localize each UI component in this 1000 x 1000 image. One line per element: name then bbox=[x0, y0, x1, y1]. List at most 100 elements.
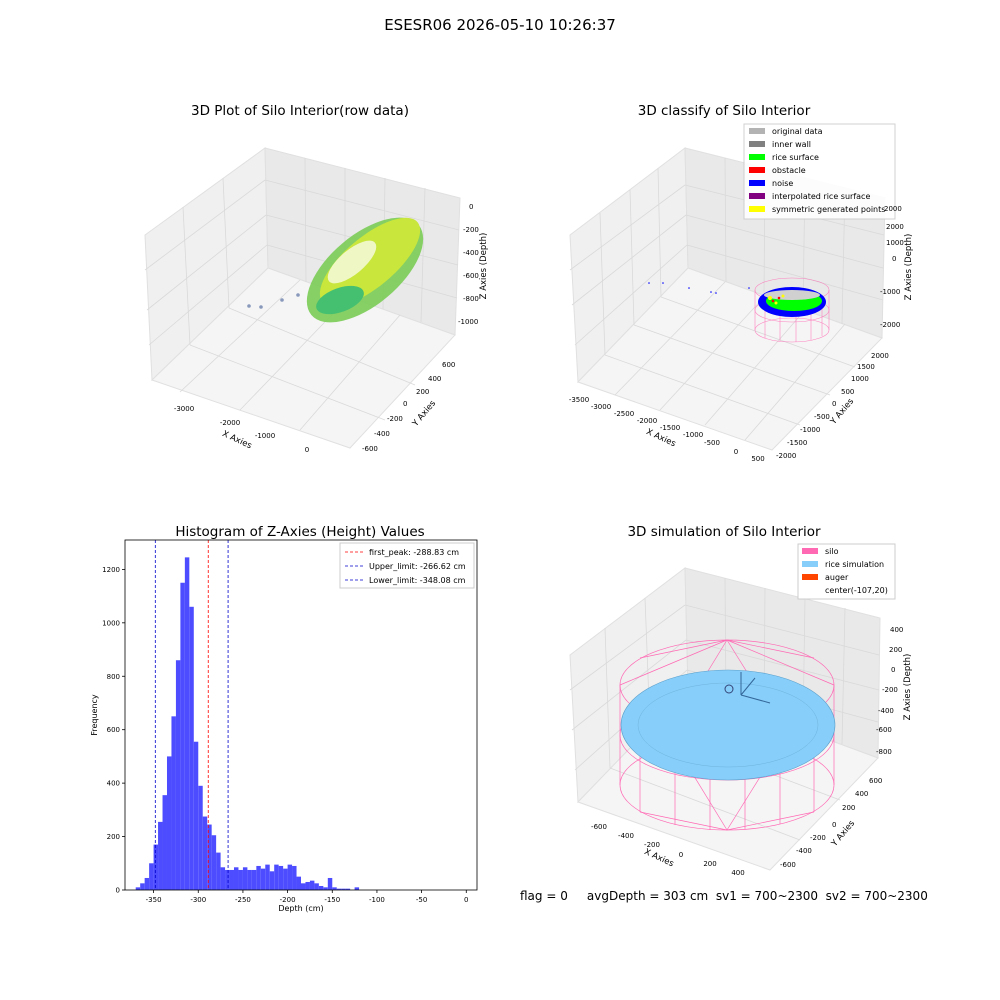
p1-ztick: -800 bbox=[463, 295, 479, 303]
histogram-bar bbox=[256, 865, 261, 890]
histogram-bar bbox=[283, 868, 288, 890]
p2-xtick: -1500 bbox=[660, 424, 680, 432]
p4-xtick: 200 bbox=[703, 860, 716, 868]
p4-ytick: 600 bbox=[869, 777, 882, 785]
hist-ytick-label: 200 bbox=[107, 833, 120, 841]
histogram-bar bbox=[242, 867, 248, 890]
p2-legend-label: inner wall bbox=[772, 140, 811, 149]
p4-legend-label: center(-107,20) bbox=[825, 586, 888, 595]
panel3-title: Histogram of Z-Axies (Height) Values bbox=[175, 524, 425, 540]
p2-ytick: 500 bbox=[841, 388, 854, 396]
hist-xtick-label: -250 bbox=[235, 896, 251, 904]
p2-xtick: -2500 bbox=[614, 410, 634, 418]
histogram-bar bbox=[251, 869, 257, 890]
hist-xtick-label: -300 bbox=[190, 896, 206, 904]
hist-legend-label: first_peak: -288.83 cm bbox=[369, 548, 459, 557]
histogram-bar bbox=[175, 660, 181, 890]
histogram-bar bbox=[292, 865, 297, 890]
hist-xtick-label: -350 bbox=[146, 896, 162, 904]
p4-ztick: 200 bbox=[889, 646, 902, 654]
p1-ytick: -400 bbox=[374, 430, 390, 438]
p4-legend-label: rice simulation bbox=[825, 560, 884, 569]
p2-legend-label: obstacle bbox=[772, 166, 806, 175]
p4-ztick: 400 bbox=[890, 626, 903, 634]
hist-legend-label: Upper_limit: -266.62 cm bbox=[369, 562, 466, 571]
p2-xtick: -500 bbox=[704, 439, 720, 447]
p2-legend-label: interpolated rice surface bbox=[772, 192, 870, 201]
histogram-bar bbox=[296, 876, 301, 890]
p2-xtick: 0 bbox=[734, 448, 738, 456]
p2-zlabel: Z Axies (Depth) bbox=[904, 234, 914, 301]
p4-ytick: 0 bbox=[832, 821, 836, 829]
panel2-3d-plot: original data inner wall rice surface ob… bbox=[569, 123, 914, 463]
histogram-bar bbox=[162, 795, 167, 890]
histogram-bar bbox=[287, 864, 293, 890]
histogram-bar bbox=[135, 887, 141, 890]
p4-xtick: -400 bbox=[618, 832, 634, 840]
histogram-bar bbox=[202, 816, 208, 890]
hist-ytick-label: 0 bbox=[116, 887, 120, 895]
histogram-bar bbox=[220, 867, 226, 890]
histogram-bar bbox=[189, 606, 194, 890]
p4-xlabel: X Axies bbox=[643, 847, 676, 870]
p1-ytick: 200 bbox=[416, 388, 429, 396]
p4-xtick: -200 bbox=[644, 841, 660, 849]
p2-xtick: -3500 bbox=[569, 396, 589, 404]
histogram-bar bbox=[318, 885, 324, 890]
hist-ytick-label: 400 bbox=[107, 780, 120, 788]
p2-ztick: 0 bbox=[892, 255, 896, 263]
p1-xtick: -1000 bbox=[255, 432, 275, 440]
histogram-bar bbox=[153, 844, 159, 890]
p4-ztick: -600 bbox=[876, 726, 892, 734]
histogram-bar bbox=[198, 785, 203, 890]
p1-ytick: -600 bbox=[362, 445, 378, 453]
histogram-axes-frame bbox=[124, 539, 478, 891]
p4-xtick: -600 bbox=[591, 823, 607, 831]
hist-xlabel: Depth (cm) bbox=[278, 904, 323, 913]
p4-xtick: 0 bbox=[679, 851, 683, 859]
p2-xtick: -1000 bbox=[683, 431, 703, 439]
p1-zlabel: Z Axies (Depth) bbox=[479, 233, 489, 300]
histogram-bar bbox=[211, 835, 217, 890]
panel2-title: 3D classify of Silo Interior bbox=[637, 103, 811, 119]
p1-ztick: -200 bbox=[463, 226, 479, 234]
panel1-title: 3D Plot of Silo Interior(row data) bbox=[191, 103, 409, 119]
p1-ytick: 600 bbox=[442, 361, 455, 369]
hist-xtick-label: -50 bbox=[416, 896, 427, 904]
histogram-bar bbox=[216, 852, 221, 890]
histogram-bar bbox=[225, 869, 230, 890]
hist-ylabel: Frequency bbox=[90, 694, 99, 736]
p4-ztick: -400 bbox=[878, 707, 894, 715]
histogram-bar bbox=[144, 877, 150, 890]
histogram-chart: -350 -300 -250 -200 -150 -100 -50 0 0 200 400 600 8… bbox=[90, 539, 478, 913]
p1-xtick: -2000 bbox=[220, 419, 240, 427]
p1-ztick: -1000 bbox=[458, 318, 478, 326]
histogram-bar bbox=[238, 869, 243, 890]
p2-legend-label: original data bbox=[772, 127, 823, 136]
histogram-bar bbox=[336, 888, 342, 890]
p4-ztick: -200 bbox=[882, 686, 898, 694]
histogram-bar bbox=[265, 864, 270, 890]
p1-ytick: 400 bbox=[428, 375, 441, 383]
p1-ytick: 0 bbox=[403, 400, 407, 408]
p2-ztick: -2000 bbox=[880, 321, 900, 329]
hist-xtick-label: -200 bbox=[280, 896, 296, 904]
histogram-bar bbox=[327, 877, 333, 890]
p2-ytick: -2000 bbox=[776, 452, 796, 460]
p1-xtick: 0 bbox=[305, 446, 309, 454]
histogram-bar bbox=[260, 868, 266, 890]
histogram-bar bbox=[149, 863, 154, 890]
p2-ytick: 0 bbox=[832, 400, 836, 408]
p2-legend-label: rice surface bbox=[772, 153, 819, 162]
histogram-bar bbox=[229, 869, 234, 890]
p4-zlabel: Z Axies (Depth) bbox=[903, 654, 913, 721]
hist-xtick-label: 0 bbox=[464, 896, 468, 904]
histogram-bar bbox=[207, 824, 212, 890]
p4-ztick: -800 bbox=[876, 748, 892, 756]
hist-legend-label: Lower_limit: -348.08 cm bbox=[369, 576, 466, 585]
p4-xtick: 400 bbox=[731, 869, 744, 877]
figure-suptitle: ESESR06 2026-05-10 10:26:37 bbox=[384, 16, 616, 34]
p4-ytick: -600 bbox=[780, 861, 796, 869]
hist-xtick-label: -100 bbox=[369, 896, 385, 904]
histogram-bar bbox=[193, 741, 199, 890]
